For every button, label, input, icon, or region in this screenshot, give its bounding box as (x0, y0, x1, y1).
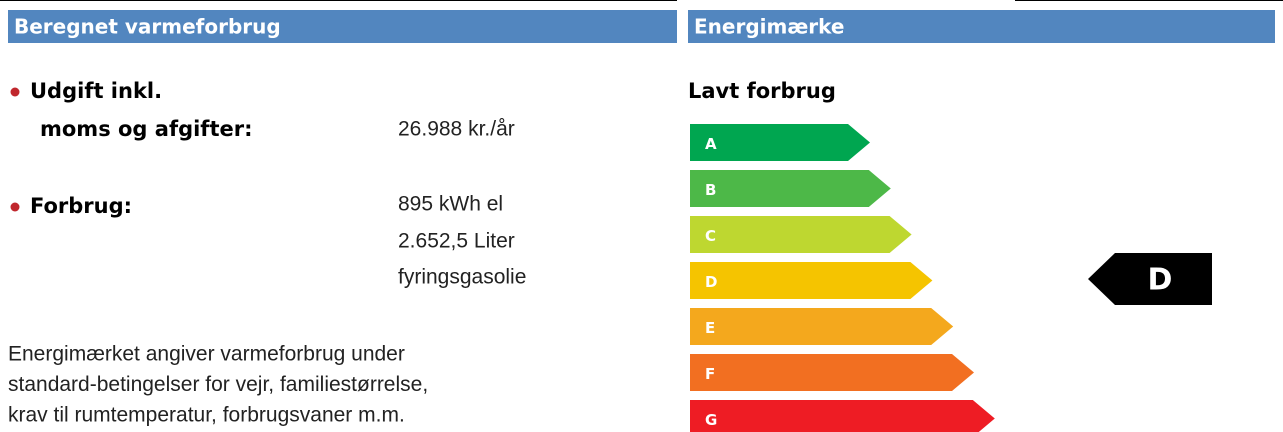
energy-class-label: F (705, 365, 715, 383)
rating-arrow (1088, 253, 1212, 305)
rating-label: D (1148, 263, 1173, 298)
item-value: fyringsgasolie (398, 266, 526, 289)
energy-class-label: A (705, 135, 717, 153)
note-line: Energimærket angiver varmeforbrug under (8, 343, 405, 366)
item-value: 26.988 kr./år (398, 118, 515, 141)
item-value: 895 kWh el (398, 193, 503, 216)
energy-class-bar (690, 216, 912, 253)
bullet (10, 202, 20, 212)
bullet (10, 87, 20, 97)
energy-class-label: E (705, 319, 715, 337)
header-title: Energimærke (694, 15, 845, 39)
item-label: moms og afgifter: (40, 117, 252, 141)
item-label: Forbrug: (30, 194, 132, 218)
note-line: standard-betingelser for vejr, familiest… (8, 373, 428, 396)
energy-class-bar (690, 308, 954, 345)
energy-class-bar (690, 262, 933, 299)
item-label: Udgift inkl. (30, 79, 162, 103)
energy-class-bar (690, 170, 891, 207)
header-title: Beregnet varmeforbrug (14, 15, 281, 39)
subtitle: Lavt forbrug (688, 79, 836, 103)
energy-class-bar (690, 400, 995, 432)
header-bar (8, 10, 677, 43)
energy-class-bar (690, 354, 974, 391)
energy-class-label: D (705, 273, 717, 291)
note-line: krav til rumtemperatur, forbrugsvaner m.… (8, 404, 405, 427)
energy-class-bar (690, 124, 870, 161)
item-value: 2.652,5 Liter (398, 230, 515, 253)
energy-class-label: C (705, 227, 716, 245)
header-bar (688, 10, 1275, 43)
energy-class-label: B (705, 181, 716, 199)
energy-class-label: G (705, 411, 717, 429)
